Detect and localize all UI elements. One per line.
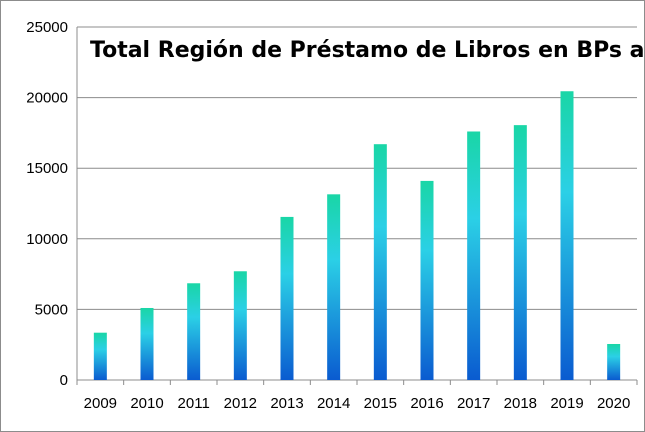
x-tick-label: 2010 — [130, 395, 163, 412]
x-tick-label: 2015 — [364, 395, 397, 412]
bar-2016 — [420, 180, 434, 380]
x-tick-label: 2019 — [550, 395, 583, 412]
bar-2018 — [513, 125, 527, 380]
bar-2020 — [607, 343, 621, 380]
x-tick-label: 2017 — [457, 395, 490, 412]
bar-2017 — [467, 131, 481, 380]
bar-2010 — [140, 307, 154, 380]
x-tick-label: 2014 — [317, 395, 350, 412]
bar-2013 — [280, 216, 294, 380]
x-tick-label: 2020 — [597, 395, 630, 412]
bar-2009 — [93, 332, 107, 380]
y-tick-label: 20000 — [26, 90, 68, 107]
x-tick-label: 2013 — [270, 395, 303, 412]
bar-2015 — [373, 144, 387, 380]
y-tick-label: 10000 — [26, 231, 68, 248]
bar-2014 — [327, 194, 341, 380]
x-tick-label: 2016 — [410, 395, 443, 412]
x-tick-label: 2011 — [178, 395, 210, 412]
chart-title: Total Región de Préstamo de Libros en BP… — [90, 38, 645, 63]
y-tick-label: 0 — [60, 372, 68, 389]
bar-2019 — [560, 91, 574, 380]
y-tick-label: 15000 — [26, 160, 68, 177]
bar-2012 — [233, 271, 247, 380]
bar-2011 — [187, 283, 201, 380]
x-tick-label: 2012 — [224, 395, 257, 412]
y-tick-label: 5000 — [35, 301, 68, 318]
x-tick-label: 2018 — [504, 395, 537, 412]
y-tick-label: 25000 — [26, 19, 68, 36]
x-tick-label: 2009 — [84, 395, 117, 412]
